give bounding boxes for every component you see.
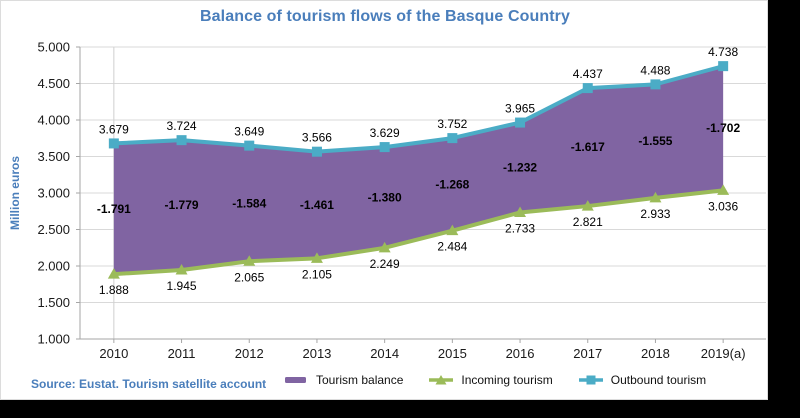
x-axis-tick-labels: 2010 2011 2012 2013 2014 2015 2016 2017 2018 2019… (99, 346, 745, 361)
data-label: 4.437 (573, 67, 603, 81)
data-label: 2.821 (573, 215, 603, 229)
legend-item-outbound-tourism: Outbound tourism (578, 373, 707, 387)
marker-square (176, 135, 187, 146)
y-tick-label: 1.000 (37, 332, 70, 347)
x-tick-label: 2018 (641, 346, 670, 361)
x-tick-label: 2011 (168, 346, 196, 361)
data-label: 2.249 (370, 257, 400, 271)
marker-triangle (717, 184, 730, 195)
data-label: -1.380 (368, 190, 402, 204)
data-label: 1.888 (99, 283, 129, 297)
marker-triangle (243, 255, 256, 266)
data-label: -1.268 (435, 177, 469, 191)
chart-plot-area: 1.000 1.500 2.000 2.500 3.000 3.500 4.000 4.500… (37, 40, 766, 361)
data-label: -1.461 (300, 198, 334, 212)
data-label: 2.105 (302, 267, 332, 281)
data-label: 3.649 (234, 125, 264, 139)
y-tick-label: 4.500 (37, 76, 70, 91)
y-tick-label: 3.500 (37, 149, 70, 164)
legend-swatch-tourism-balance (285, 377, 306, 383)
legend-swatch-outbound-tourism (578, 375, 603, 385)
marker-square (582, 83, 593, 94)
y-tick-label: 2.500 (37, 222, 70, 237)
area-tourism-balance (113, 66, 724, 275)
data-label: 1.945 (167, 279, 197, 293)
marker-triangle (310, 252, 323, 263)
data-label: 3.629 (370, 126, 400, 140)
data-label: 3.724 (167, 119, 197, 133)
source-note: Source: Eustat. Tourism satellite accoun… (31, 377, 267, 391)
line-outbound-tourism (108, 61, 729, 157)
marker-square (650, 79, 661, 90)
data-label: 3.679 (99, 122, 129, 136)
data-label: 2.484 (437, 240, 467, 254)
x-tick-label: 2012 (235, 346, 264, 361)
legend-label: Outbound tourism (610, 373, 707, 387)
data-label: 2.065 (234, 270, 264, 284)
data-label: -1.232 (503, 161, 537, 175)
legend-item-tourism-balance: Tourism balance (284, 373, 403, 387)
y-tick-label: 2.000 (37, 259, 70, 274)
data-label: 3.566 (302, 131, 332, 145)
data-label: -1.617 (571, 140, 605, 154)
data-label: -1.584 (232, 196, 266, 210)
data-label: 4.738 (708, 45, 738, 59)
marker-square (108, 138, 119, 149)
data-label: 2.933 (640, 207, 670, 221)
data-label: -1.779 (165, 198, 199, 212)
marker-square (718, 61, 729, 72)
legend-item-incoming-tourism: Incoming tourism (429, 373, 553, 387)
marker-triangle (649, 191, 662, 203)
x-tick-label: 2017 (573, 346, 602, 361)
legend-swatch-incoming-tourism (429, 375, 454, 385)
marker-square (311, 146, 322, 157)
marker-square (515, 117, 526, 128)
x-tick-label: 2016 (506, 346, 535, 361)
y-tick-label: 4.000 (37, 113, 70, 128)
chart-title: Balance of tourism flows of the Basque C… (200, 8, 570, 25)
data-label: 3.036 (708, 199, 738, 213)
legend-label: Incoming tourism (461, 373, 553, 387)
y-tick-label: 1.500 (37, 295, 70, 310)
axes (76, 46, 766, 343)
chart-legend: Tourism balance Incoming tourism Outbound … (284, 373, 706, 387)
marker-triangle (581, 200, 594, 211)
x-tick-label: 2015 (438, 346, 467, 361)
y-tick-label: 3.000 (37, 186, 70, 201)
marker-square (244, 140, 255, 151)
marker-triangle (514, 206, 527, 217)
marker-square (379, 142, 390, 153)
data-label: 3.752 (437, 117, 467, 131)
y-tick-label: 5.000 (37, 40, 70, 55)
data-label: 4.488 (640, 63, 670, 77)
data-label: -1.791 (97, 202, 131, 216)
line-incoming-tourism (107, 184, 730, 279)
legend-label: Tourism balance (316, 373, 404, 387)
marker-triangle (175, 264, 188, 275)
y-axis-tick-labels: 1.000 1.500 2.000 2.500 3.000 3.500 4.000 4.500… (37, 40, 70, 347)
x-tick-label: 2019(a) (701, 346, 746, 361)
x-tick-label: 2013 (302, 346, 331, 361)
marker-square (447, 133, 458, 144)
data-label: -1.555 (638, 134, 672, 148)
marker-triangle (446, 224, 459, 236)
x-tick-label: 2014 (370, 346, 399, 361)
chart-card: Balance of tourism flows of the Basque C… (0, 0, 768, 400)
marker-triangle (107, 268, 120, 279)
x-tick-label: 2010 (99, 346, 128, 361)
data-label: 3.965 (505, 102, 535, 116)
data-label: -1.702 (706, 121, 740, 135)
data-label: 2.733 (505, 221, 535, 235)
marker-triangle (378, 241, 391, 253)
